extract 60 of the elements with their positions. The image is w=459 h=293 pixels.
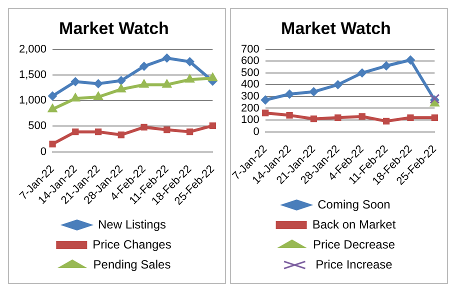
point xyxy=(358,68,367,78)
y-tick-label: 100 xyxy=(240,114,260,126)
y-tick-label: 600 xyxy=(240,55,260,68)
point xyxy=(70,93,80,102)
legend-label: Pending Sales xyxy=(93,257,171,272)
point xyxy=(118,132,124,138)
y-tick-label: 0 xyxy=(40,146,47,158)
point xyxy=(140,62,149,71)
point xyxy=(184,74,195,83)
point xyxy=(334,114,342,121)
legend-label: New Listings xyxy=(98,217,166,232)
point xyxy=(185,57,194,66)
point xyxy=(209,122,216,129)
point xyxy=(162,54,172,63)
y-tick-label: 0 xyxy=(253,126,260,138)
point xyxy=(116,76,126,86)
point xyxy=(116,84,126,92)
y-tick-label: 1,000 xyxy=(18,94,47,107)
y-tick-label: 400 xyxy=(240,78,260,91)
point xyxy=(164,126,170,134)
point xyxy=(431,114,438,121)
point xyxy=(382,118,390,125)
chart-title: Market Watch xyxy=(281,18,391,38)
point xyxy=(208,72,218,82)
y-tick-label: 500 xyxy=(28,120,47,132)
point xyxy=(262,110,269,116)
legend-label: Coming Soon xyxy=(318,197,390,212)
y-tick-label: 700 xyxy=(240,43,260,56)
point xyxy=(48,104,58,112)
y-tick-label: 1,500 xyxy=(18,69,47,82)
point xyxy=(382,61,391,70)
point xyxy=(139,79,149,88)
legend-label: Price Changes xyxy=(92,237,172,252)
point xyxy=(286,112,293,119)
point xyxy=(310,116,318,122)
point xyxy=(406,55,415,64)
point xyxy=(48,91,58,100)
legend-label: Price Decrease xyxy=(312,237,396,252)
point xyxy=(94,79,103,88)
point xyxy=(260,96,270,105)
legend-label: Back on Market xyxy=(312,217,396,232)
point xyxy=(186,128,194,136)
chart-title: Market Watch xyxy=(59,18,169,38)
point xyxy=(285,90,294,99)
point xyxy=(333,80,342,90)
legend-label: Price Increase xyxy=(316,257,393,272)
point xyxy=(358,113,366,120)
y-tick-label: 500 xyxy=(240,66,260,79)
y-tick-label: 300 xyxy=(240,90,260,103)
point xyxy=(407,114,414,121)
point xyxy=(162,79,172,88)
point xyxy=(140,124,148,131)
y-tick-label: 2,000 xyxy=(18,43,47,56)
point xyxy=(94,128,102,136)
point xyxy=(93,92,104,100)
y-tick-label: 200 xyxy=(240,102,260,114)
point xyxy=(70,77,80,86)
point xyxy=(72,128,79,136)
point xyxy=(49,140,56,148)
point xyxy=(309,87,318,96)
